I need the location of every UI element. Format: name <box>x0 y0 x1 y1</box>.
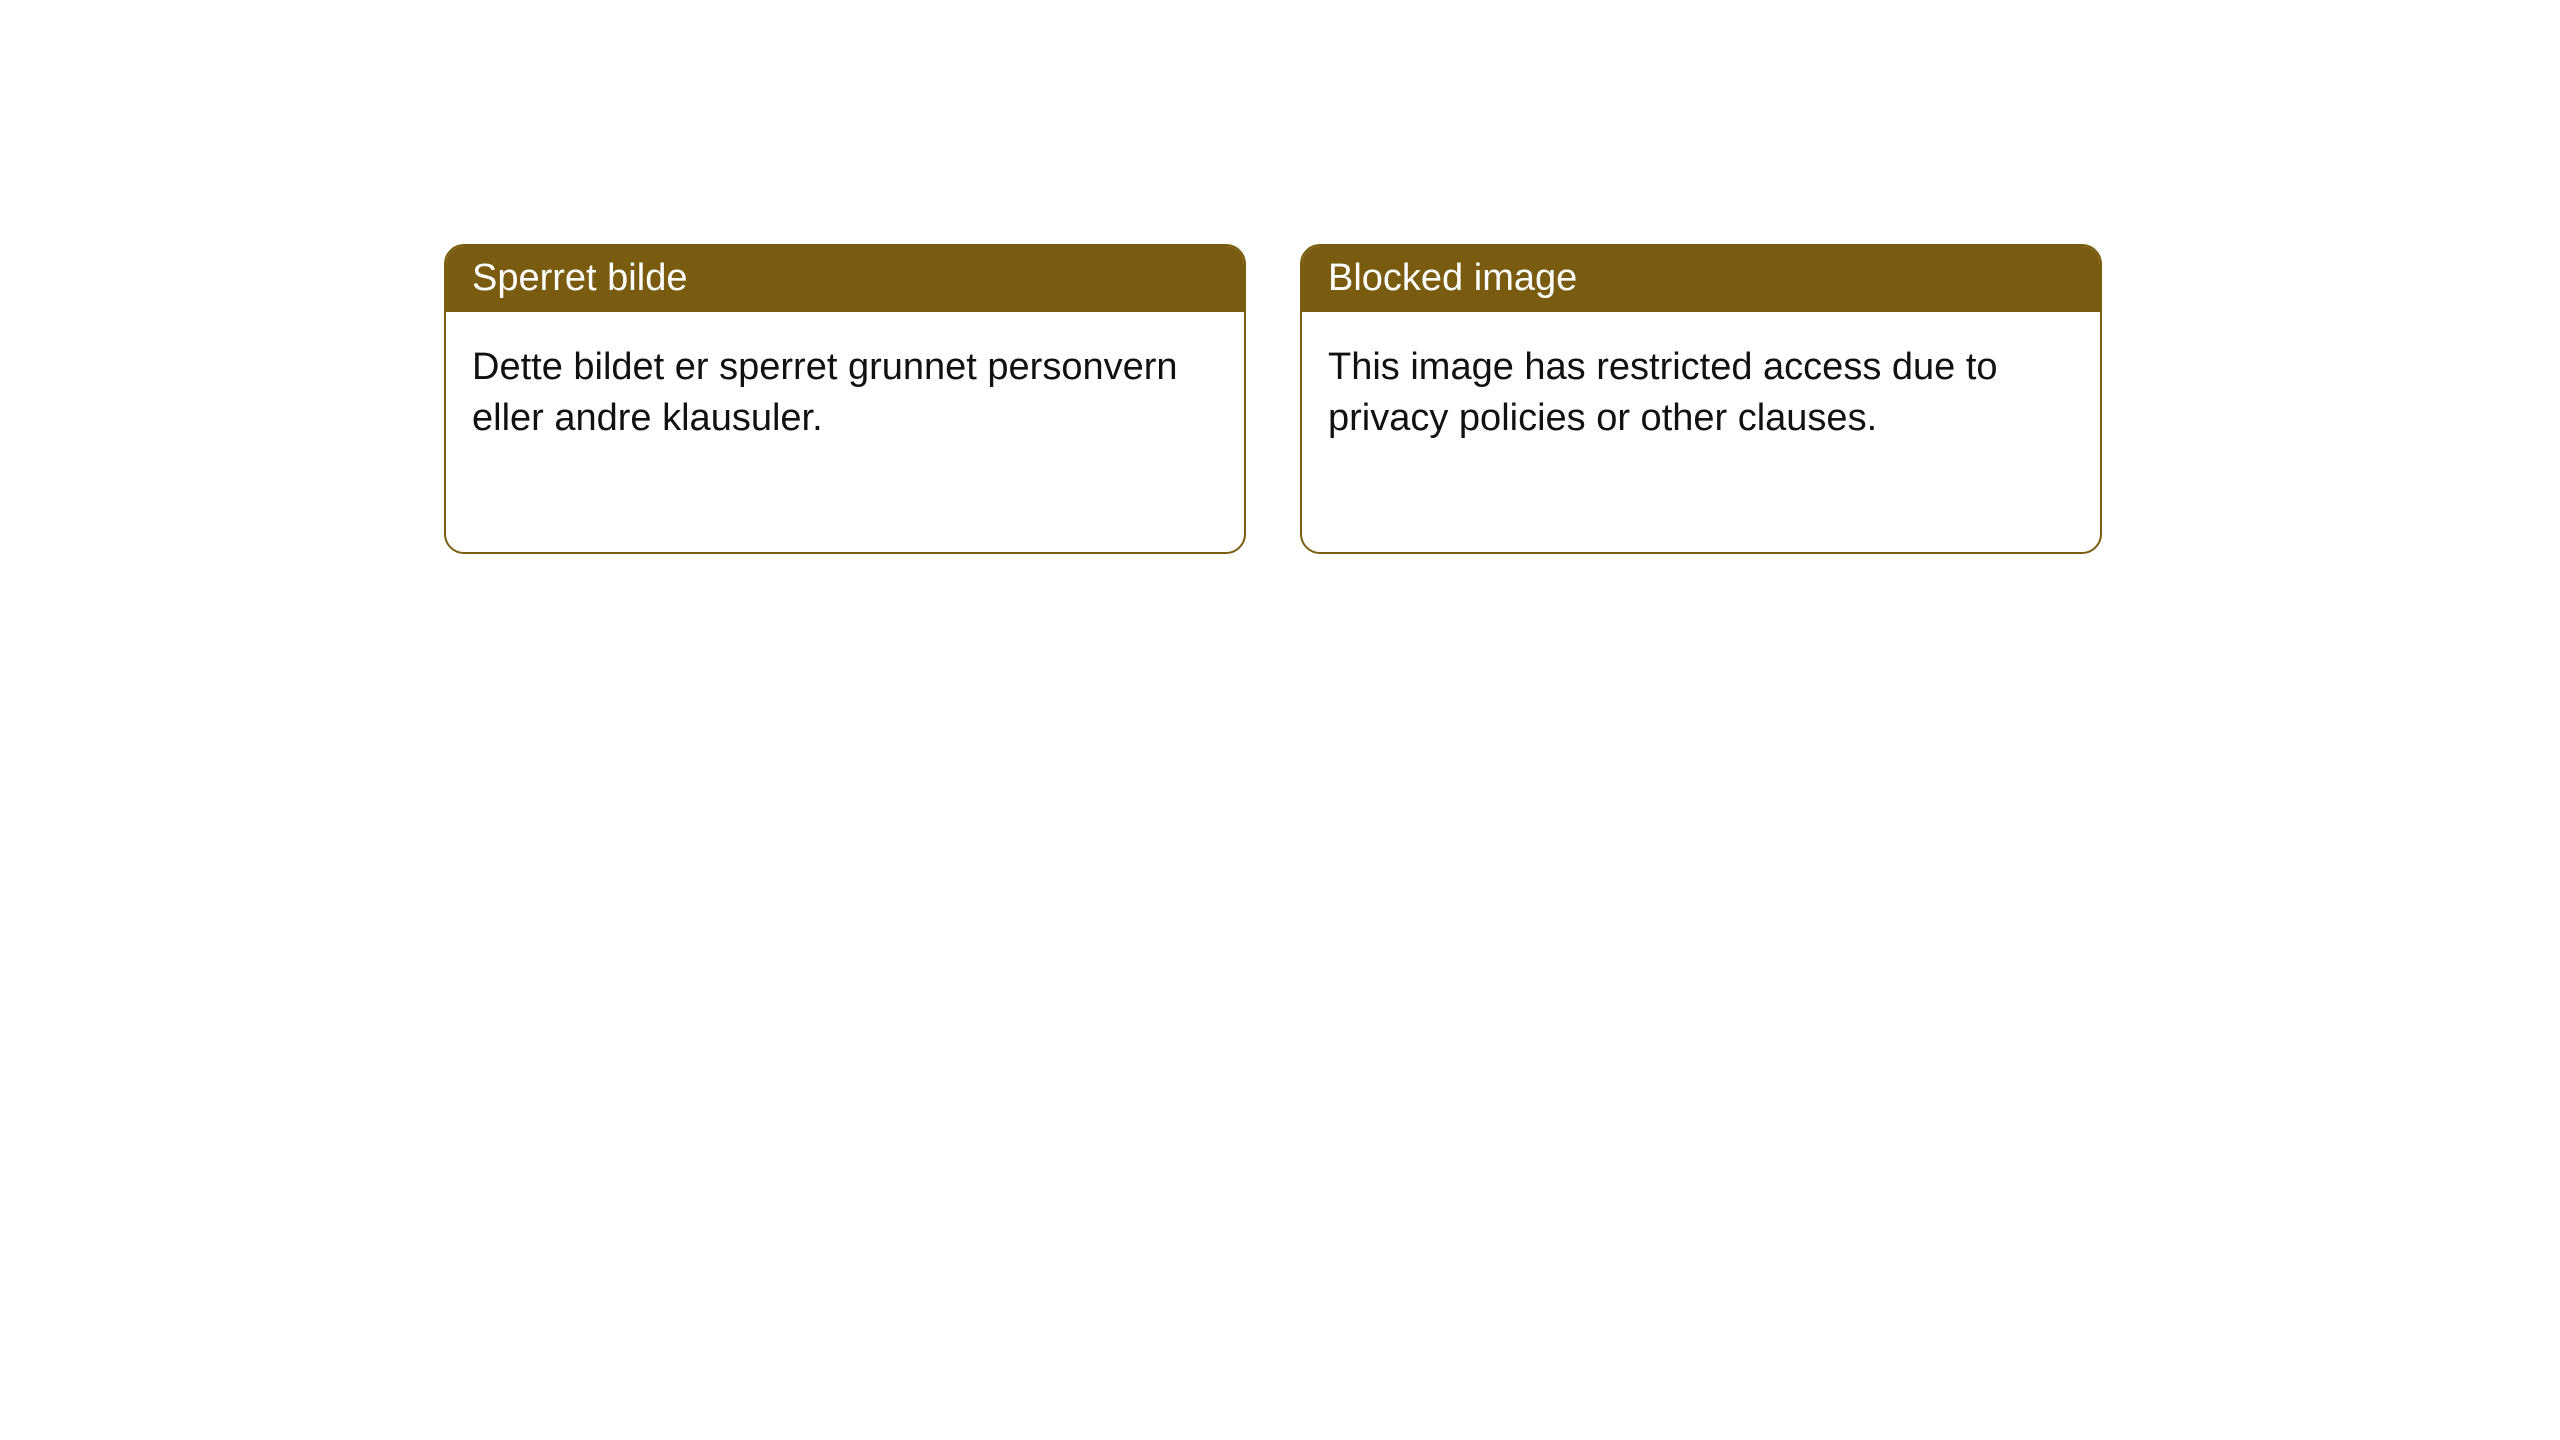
notice-header-english: Blocked image <box>1302 246 2100 312</box>
notice-header-norwegian: Sperret bilde <box>446 246 1244 312</box>
notice-body-norwegian: Dette bildet er sperret grunnet personve… <box>446 312 1244 552</box>
notice-card-english: Blocked image This image has restricted … <box>1300 244 2102 554</box>
notice-card-norwegian: Sperret bilde Dette bildet er sperret gr… <box>444 244 1246 554</box>
notice-container: Sperret bilde Dette bildet er sperret gr… <box>444 244 2102 554</box>
notice-body-english: This image has restricted access due to … <box>1302 312 2100 552</box>
